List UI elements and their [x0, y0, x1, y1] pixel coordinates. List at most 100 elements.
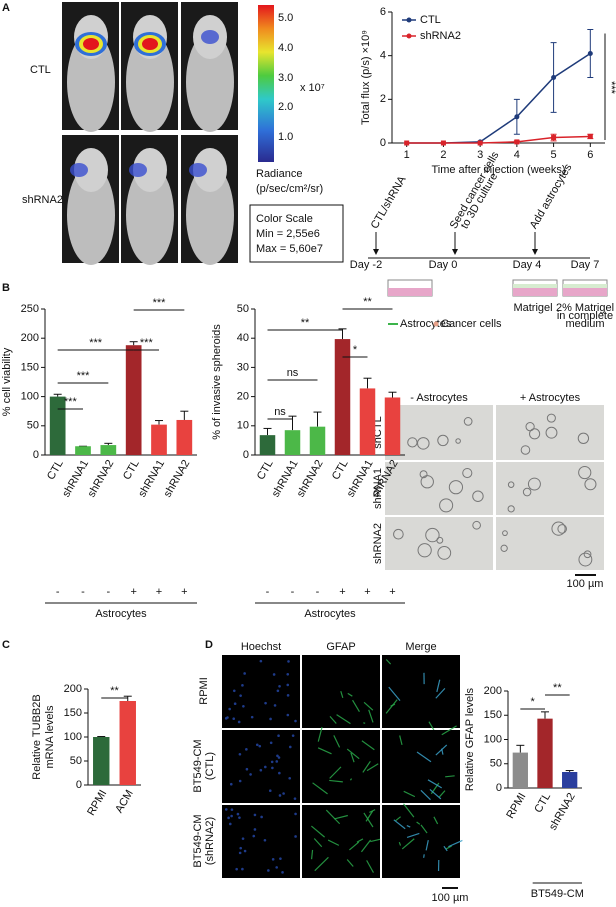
x-tick-label: CTL: [532, 791, 553, 815]
y-axis-label: mRNA levels: [44, 705, 56, 768]
nucleus: [243, 672, 246, 675]
nucleus: [294, 719, 297, 723]
spheroid: [557, 524, 567, 534]
y-axis-label: Relative GFAP levels: [464, 687, 476, 791]
dish-layer: [563, 284, 607, 288]
y-axis-label: % of invasive spheroids: [211, 324, 223, 440]
cell-process: [346, 748, 360, 760]
bar: [334, 339, 351, 455]
nucleus: [238, 851, 242, 855]
dish-gel: [563, 288, 607, 296]
astrocytes-sign: +: [130, 586, 136, 598]
spheroid: [584, 478, 597, 491]
medium-label: medium: [565, 318, 604, 330]
colorbar: [258, 5, 274, 162]
bar: [49, 396, 66, 455]
spheroid: [472, 490, 484, 502]
marker: [440, 140, 446, 146]
spheroid: [439, 498, 454, 513]
nucleus: [272, 673, 276, 676]
astrocytes-sign: +: [156, 586, 162, 598]
cell-process: [445, 775, 455, 778]
bar: [309, 426, 326, 455]
cell-process: [334, 814, 348, 820]
bar: [512, 752, 528, 788]
cell-process: [399, 735, 403, 746]
colorbar-tick-label: 1.0: [278, 131, 293, 143]
cell-process: [406, 832, 420, 839]
cell-process: [360, 839, 372, 853]
significance-label: ns: [274, 406, 286, 418]
x-axis-label: Time after injection (weeks): [431, 164, 565, 176]
micrograph: [302, 805, 380, 878]
legend-marker: [406, 17, 412, 23]
astrocytes-sign: +: [181, 586, 187, 598]
bar: [119, 701, 136, 785]
colorbar-label: (p/sec/cm²/sr): [256, 183, 323, 195]
astrocytes-sign: -: [106, 586, 110, 598]
nucleus: [294, 812, 297, 816]
spheroid: [583, 550, 592, 559]
color-scale-text: Max = 5,60e7: [256, 243, 323, 255]
cell-process: [340, 690, 344, 698]
dish-gel: [513, 288, 557, 296]
cell-process: [349, 778, 353, 781]
legend-label: CTL: [420, 14, 441, 26]
spheroid: [529, 428, 541, 440]
nucleus: [276, 754, 279, 758]
nucleus: [293, 797, 297, 800]
cell-process: [347, 692, 353, 697]
day-label: Day -2: [350, 259, 382, 271]
dish-layer: [513, 284, 557, 288]
column-label: Merge: [405, 641, 436, 653]
significance-label: ***: [605, 81, 616, 95]
legend-label: Cancer cells: [441, 318, 502, 330]
color-scale-text: Color Scale: [256, 213, 313, 225]
micrograph: [385, 462, 493, 515]
group-label: BT549-CM: [531, 888, 584, 900]
nucleus: [288, 745, 292, 749]
nucleus: [236, 812, 240, 816]
significance-label: *: [531, 696, 536, 708]
spheroid: [551, 521, 566, 536]
cell-process: [310, 849, 314, 860]
astrocytes-sign: -: [316, 586, 320, 598]
bar: [176, 419, 193, 455]
cell-process: [349, 841, 360, 851]
signal: [129, 163, 147, 177]
nucleus: [267, 869, 270, 872]
y-tick-label: 100: [64, 731, 82, 743]
y-axis-label: Total flux (p/s) ×10⁹: [360, 30, 372, 125]
step-label: CTL/shRNA: [369, 174, 409, 231]
cell-process: [395, 816, 401, 822]
nucleus: [241, 837, 245, 840]
astrocytes-sign: -: [81, 586, 85, 598]
y-tick-label: 100: [21, 391, 39, 403]
scale-bar-label: 100 µm: [567, 578, 604, 590]
nucleus: [259, 768, 263, 772]
nucleus: [277, 756, 281, 759]
x-tick-label: CTL: [45, 458, 66, 482]
cell-process: [366, 763, 379, 772]
micrograph: [496, 462, 604, 515]
nucleus: [263, 838, 267, 842]
nucleus: [227, 816, 230, 820]
cell-process: [368, 709, 374, 723]
nucleus: [287, 660, 290, 663]
nucleus: [241, 684, 244, 687]
column-label: Hoechst: [241, 641, 281, 653]
bar: [151, 424, 167, 455]
micrograph: [382, 805, 460, 878]
astrocytes-sign: +: [389, 586, 395, 598]
astrocytes-sign: -: [56, 586, 60, 598]
cell-process: [317, 747, 332, 755]
marker: [404, 140, 410, 146]
row-label: (shRNA2): [204, 817, 216, 865]
cell-process: [385, 699, 398, 714]
cell-process: [362, 760, 371, 773]
spheroid: [577, 432, 590, 444]
nucleus: [235, 867, 238, 871]
column-label: - Astrocytes: [410, 392, 468, 404]
column-label: GFAP: [326, 641, 355, 653]
column-label: + Astrocytes: [520, 392, 581, 404]
